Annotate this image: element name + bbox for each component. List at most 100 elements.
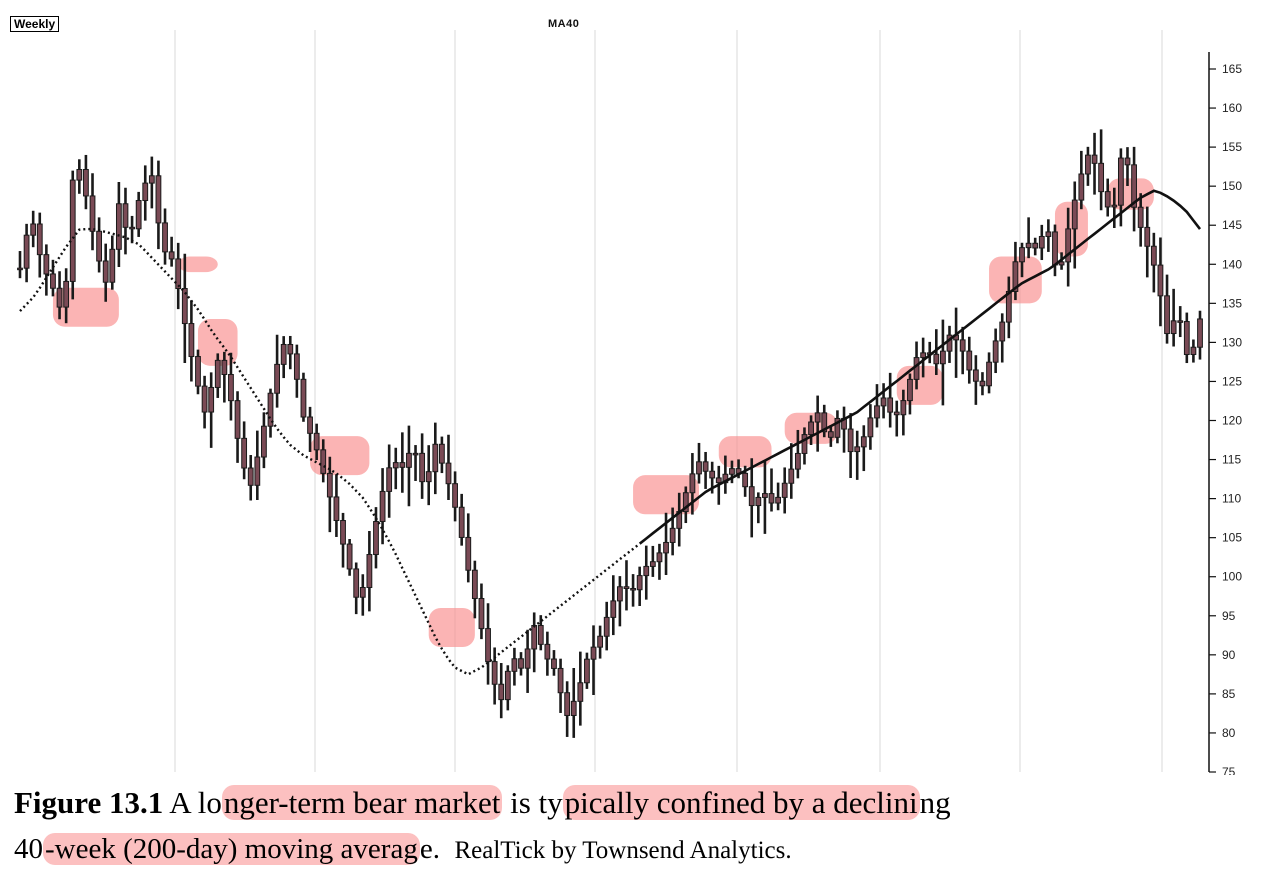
y-tick-label: 120 xyxy=(1222,414,1242,428)
price-candle xyxy=(564,692,571,716)
price-candle xyxy=(320,449,327,474)
caption-text: A lo xyxy=(169,785,222,820)
highlight-zones xyxy=(52,178,1154,648)
price-candle xyxy=(148,175,155,184)
price-candle xyxy=(584,658,590,684)
price-candle xyxy=(392,462,399,469)
price-candle xyxy=(544,643,551,660)
price-candle xyxy=(201,385,208,413)
ma40-line-dotted xyxy=(19,227,641,676)
caption-text: 40 xyxy=(14,833,43,865)
price-candle xyxy=(491,661,498,685)
price-candle xyxy=(1071,199,1078,230)
price-candle xyxy=(504,670,511,701)
y-tick-label: 100 xyxy=(1222,570,1242,584)
price-candle xyxy=(827,431,834,438)
price-candle xyxy=(893,411,900,416)
price-candle xyxy=(590,646,597,660)
price-candle xyxy=(656,552,663,563)
highlight-zone xyxy=(1054,201,1088,257)
price-candle xyxy=(208,386,215,413)
caption-line-1: Figure 13.1 A longer-term bear market is… xyxy=(14,780,1264,826)
price-candle xyxy=(920,352,927,359)
caption-highlight: nger-term bear market xyxy=(221,785,503,820)
price-candle xyxy=(702,461,709,472)
y-tick-label: 95 xyxy=(1222,609,1236,623)
price-candle xyxy=(69,179,76,282)
price-candle xyxy=(1131,164,1137,208)
price-candle xyxy=(188,323,195,358)
price-candle xyxy=(50,273,56,289)
price-candle xyxy=(498,683,505,701)
price-candle xyxy=(1065,228,1072,263)
y-tick-label: 75 xyxy=(1222,765,1236,775)
price-candle xyxy=(1111,204,1118,208)
caption-line-2: 40-week (200-day) moving average. RealTi… xyxy=(14,826,1264,872)
price-candle xyxy=(115,203,122,250)
caption-text: is ty xyxy=(502,785,563,820)
price-candle xyxy=(346,543,353,570)
price-candle xyxy=(102,260,109,283)
price-candle xyxy=(17,267,23,271)
price-candle xyxy=(531,625,538,650)
price-candle xyxy=(1177,320,1184,323)
highlight-zone xyxy=(428,607,475,648)
price-candle xyxy=(247,467,254,486)
y-tick-label: 110 xyxy=(1222,492,1241,506)
price-candle xyxy=(999,321,1006,342)
price-candle xyxy=(386,467,393,492)
price-candle xyxy=(379,490,386,523)
price-candle xyxy=(1117,157,1124,206)
price-candle xyxy=(610,600,617,618)
price-candle xyxy=(373,521,379,556)
price-candle xyxy=(597,635,604,648)
y-tick-label: 140 xyxy=(1222,257,1242,271)
price-chart: 75 80 85 90 95 100 105 110 115 120 125 130 135 140 145… xyxy=(17,30,1242,775)
price-candle xyxy=(623,586,630,590)
price-candle xyxy=(794,452,801,470)
price-candle xyxy=(313,432,320,451)
price-candle xyxy=(762,493,768,498)
price-candle xyxy=(1183,321,1190,356)
y-tick-label: 150 xyxy=(1222,179,1242,193)
y-tick-label: 130 xyxy=(1222,335,1242,349)
price-candle xyxy=(821,412,828,433)
price-candle xyxy=(1150,245,1157,266)
price-candle xyxy=(775,496,782,504)
price-candle xyxy=(557,667,564,694)
price-candle xyxy=(214,359,221,388)
price-candle xyxy=(814,412,821,423)
period-tag: Weekly xyxy=(10,16,60,32)
price-candle xyxy=(1045,231,1052,237)
chart-area: 75 80 85 90 95 100 105 110 115 120 125 130 135 140 145… xyxy=(10,16,1242,775)
y-tick-label: 165 xyxy=(1222,62,1242,76)
price-candle xyxy=(689,473,696,494)
price-candle xyxy=(1052,231,1058,266)
price-candle xyxy=(471,569,478,599)
price-candle xyxy=(709,470,716,479)
price-candle xyxy=(907,378,913,402)
price-candle xyxy=(1091,154,1098,164)
price-candle xyxy=(23,234,30,269)
price-candle xyxy=(1197,318,1203,348)
price-candle xyxy=(669,527,676,543)
price-candle xyxy=(1078,173,1085,201)
price-candle xyxy=(1104,191,1111,208)
price-candle xyxy=(109,248,116,283)
price-candle xyxy=(1012,261,1019,292)
price-candle xyxy=(293,353,300,380)
price-candle xyxy=(241,437,248,469)
caption-highlight: pically confined by a declini xyxy=(562,785,920,820)
price-candle xyxy=(1032,242,1039,249)
price-candle xyxy=(300,378,307,418)
price-candle xyxy=(959,339,966,352)
price-candle xyxy=(570,700,577,716)
highlight-zone xyxy=(52,287,119,327)
price-candle xyxy=(603,616,610,637)
price-candle xyxy=(900,400,907,416)
price-candle xyxy=(432,443,439,473)
price-candle xyxy=(715,477,722,484)
price-candle xyxy=(122,203,129,228)
price-candle xyxy=(43,254,50,275)
price-candle xyxy=(972,369,979,382)
